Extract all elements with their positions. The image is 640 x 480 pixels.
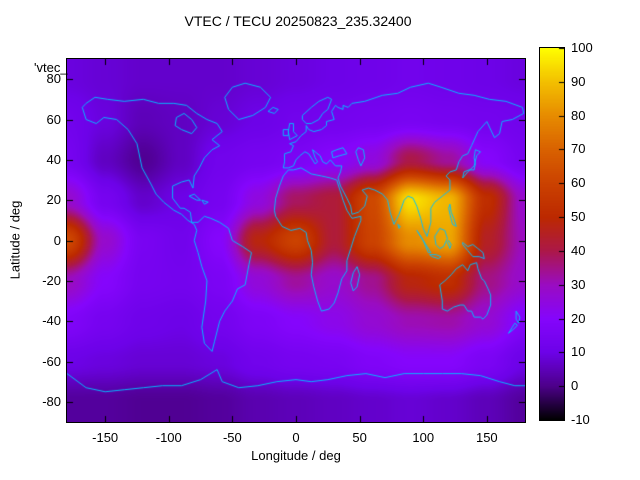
- x-tick-label: -50: [222, 430, 242, 445]
- colorbar-tick-label: 0: [571, 378, 579, 394]
- colorbar-tick-label: 20: [571, 310, 586, 326]
- colorbar-tick-label: 80: [571, 107, 586, 123]
- y-tick-label: -40: [42, 313, 61, 329]
- colorbar-tick-label: -10: [571, 412, 590, 427]
- heatmap-canvas: [66, 58, 526, 423]
- x-tick-label: -150: [92, 430, 119, 445]
- y-tick-label: 0: [53, 232, 61, 248]
- colorbar-tick-label: 70: [571, 141, 586, 157]
- colorbar-tick-label: 10: [571, 344, 586, 360]
- y-tick-label: 40: [46, 151, 61, 167]
- plot-title: VTEC / TECU 20250823_235.32400: [184, 13, 412, 29]
- x-tick-label: 0: [292, 430, 300, 445]
- colorbar-tick-label: 60: [571, 175, 586, 191]
- colorbar-tick-label: 40: [571, 242, 586, 258]
- y-tick-label: 60: [46, 111, 61, 127]
- colorbar: [539, 47, 565, 421]
- y-tick-label: 80: [46, 71, 61, 87]
- x-tick-label: 100: [412, 430, 435, 445]
- x-tick-label: 150: [475, 430, 498, 445]
- x-tick-label: -100: [155, 430, 182, 445]
- y-tick-label: 20: [46, 192, 61, 208]
- y-tick-label: -60: [42, 353, 61, 369]
- y-tick-label: -20: [42, 272, 61, 288]
- colorbar-tick-label: 50: [571, 209, 586, 225]
- colorbar-tick-label: 100: [571, 40, 593, 55]
- y-tick-label: -80: [42, 393, 61, 409]
- colorbar-tick-label: 90: [571, 73, 586, 89]
- x-axis-label: Longitude / deg: [251, 448, 341, 463]
- x-tick-label: 50: [352, 430, 367, 445]
- colorbar-tick-label: 30: [571, 276, 586, 292]
- legend-key-label: 'vtec_: [34, 60, 68, 75]
